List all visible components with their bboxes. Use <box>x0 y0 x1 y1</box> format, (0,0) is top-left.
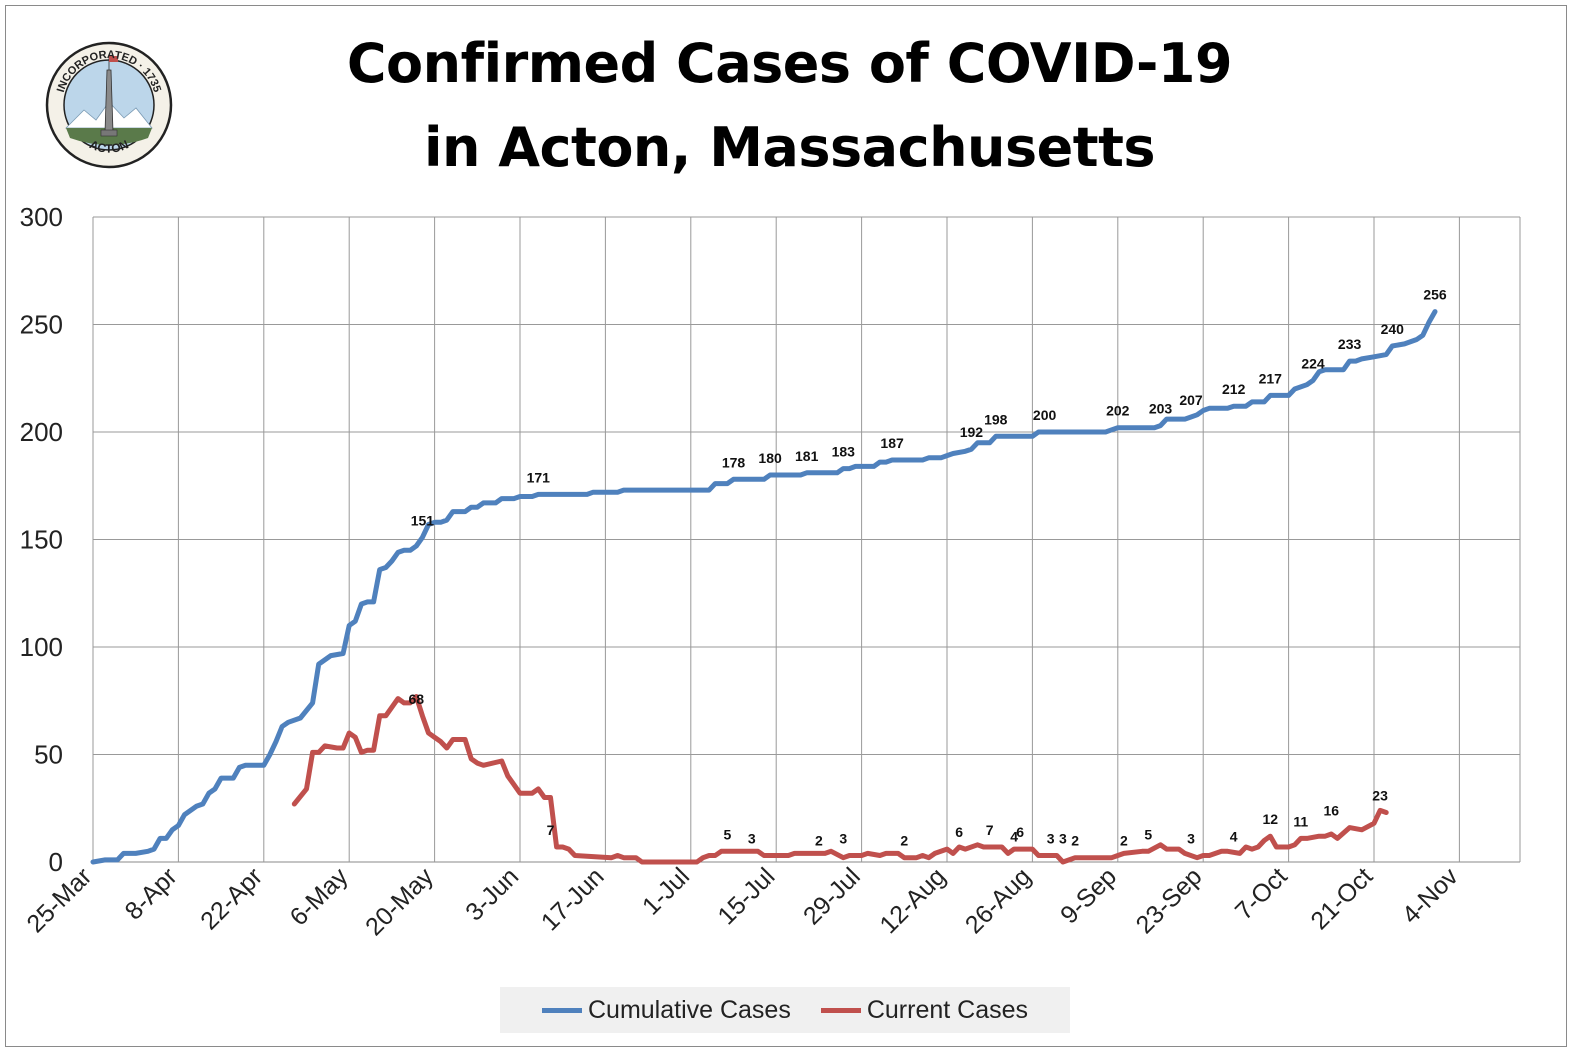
current-data-label: 3 <box>1059 831 1067 847</box>
seal-bottom-text: ACTON <box>87 137 130 155</box>
cumulative-data-label: 212 <box>1222 381 1246 397</box>
current-data-label: 12 <box>1263 811 1279 827</box>
cumulative-cases-line <box>90 309 1438 865</box>
cumulative-data-label: 203 <box>1149 401 1173 417</box>
x-tick-label: 8-Apr <box>120 862 183 925</box>
cumulative-data-label: 233 <box>1338 336 1362 352</box>
x-tick-label: 21-Oct <box>1305 862 1378 935</box>
x-tick-label: 3-Jun <box>460 862 524 926</box>
chart-title-line-1: Confirmed Cases of COVID-19 <box>346 32 1233 95</box>
cumulative-data-label: 224 <box>1301 355 1325 371</box>
x-tick-label: 20-May <box>360 862 439 941</box>
chart-legend: Cumulative Cases Current Cases <box>500 987 1070 1033</box>
chart-series <box>90 309 1438 865</box>
legend-label-cumulative: Cumulative Cases <box>587 995 791 1024</box>
current-data-label: 5 <box>1144 826 1152 842</box>
current-data-label: 68 <box>409 691 425 707</box>
cumulative-data-label: 151 <box>411 512 435 528</box>
y-axis-tick-labels: 0 50 100 150 200 250 300 <box>20 202 63 877</box>
cumulative-data-label: 187 <box>880 435 904 451</box>
cumulative-data-label: 217 <box>1259 370 1283 386</box>
cumulative-data-label: 207 <box>1179 392 1203 408</box>
cumulative-data-label: 171 <box>527 469 551 485</box>
current-data-label: 3 <box>1047 831 1055 847</box>
legend-swatch-current <box>820 1007 861 1013</box>
x-tick-label: 17-Jun <box>536 862 610 936</box>
chart-grid <box>92 216 1521 863</box>
current-data-label: 2 <box>815 833 823 849</box>
current-data-label: 3 <box>839 831 847 847</box>
legend-swatch-cumulative <box>541 1007 582 1013</box>
x-tick-label: 9-Sep <box>1055 862 1122 929</box>
current-data-label: 3 <box>1187 831 1195 847</box>
cumulative-data-label: 192 <box>960 424 984 440</box>
y-tick-label: 300 <box>20 202 63 232</box>
current-data-label: 16 <box>1324 803 1340 819</box>
cumulative-data-label: 181 <box>795 448 819 464</box>
cumulative-data-label: 200 <box>1033 407 1057 423</box>
legend-item-current-cases: Current Cases <box>820 995 1029 1025</box>
current-data-label: 2 <box>900 833 908 849</box>
y-tick-label: 150 <box>20 525 63 555</box>
y-tick-label: 200 <box>20 417 63 447</box>
x-tick-label: 29-Jul <box>798 862 866 930</box>
chart-title-line-2: in Acton, Massachusetts <box>423 116 1156 179</box>
x-tick-label: 4-Nov <box>1397 862 1464 929</box>
x-tick-label: 1-Jul <box>637 862 695 920</box>
cumulative-data-label: 256 <box>1423 287 1447 303</box>
current-data-label: 7 <box>547 822 555 838</box>
x-tick-label: 23-Sep <box>1131 862 1208 939</box>
x-tick-label: 12-Aug <box>874 862 951 939</box>
cumulative-data-label: 198 <box>984 411 1008 427</box>
cumulative-data-label: 180 <box>758 450 782 466</box>
current-data-label: 2 <box>1071 833 1079 849</box>
x-tick-label: 6-May <box>285 862 354 931</box>
cumulative-data-label: 178 <box>722 454 746 470</box>
current-cases-line <box>291 694 1389 865</box>
x-tick-label: 22-Apr <box>195 862 268 935</box>
current-data-label: 4 <box>1230 828 1238 844</box>
current-data-label: 5 <box>724 826 732 842</box>
x-tick-label: 15-Jul <box>712 862 780 930</box>
x-tick-label: 7-Oct <box>1230 862 1293 925</box>
y-tick-label: 100 <box>20 632 63 662</box>
current-data-label: 4 <box>1010 828 1018 844</box>
cumulative-data-label: 240 <box>1381 321 1405 337</box>
y-tick-label: 50 <box>34 740 63 770</box>
acton-town-seal-logo: INCORPORATED · 1735 ACTON <box>45 41 173 169</box>
current-data-label: 7 <box>986 822 994 838</box>
y-tick-label: 0 <box>49 847 63 877</box>
current-data-label: 23 <box>1372 788 1388 804</box>
current-data-label: 3 <box>748 831 756 847</box>
x-axis-tick-labels: 25-Mar 8-Apr 22-Apr 6-May 20-May 3-Jun 17-Jun 1… <box>21 862 1464 941</box>
current-data-label: 6 <box>1016 824 1024 840</box>
current-data-label: 11 <box>1293 813 1308 829</box>
chart-frame <box>5 5 1567 1047</box>
legend-label-current: Current Cases <box>866 995 1029 1024</box>
legend-item-cumulative-cases: Cumulative Cases <box>541 995 791 1025</box>
current-data-label: 2 <box>1120 833 1128 849</box>
current-data-label: 6 <box>955 824 963 840</box>
x-tick-label: 26-Aug <box>960 862 1037 939</box>
cumulative-data-label: 202 <box>1106 403 1130 419</box>
y-tick-label: 250 <box>20 310 63 340</box>
cumulative-data-label: 183 <box>832 444 856 460</box>
